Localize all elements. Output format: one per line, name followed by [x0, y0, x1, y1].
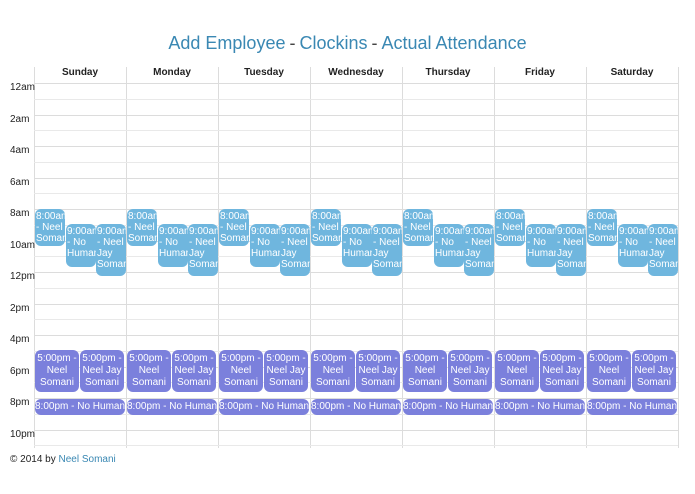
event-tuesday-evening-1[interactable]: 5:00pm - Neel Somani: [219, 350, 263, 392]
event-sunday-morning-3[interactable]: 9:00am - Neel Jay Somani: [96, 224, 126, 276]
footer-author-link[interactable]: Neel Somani: [58, 454, 116, 465]
day-header-wednesday: Wednesday: [328, 67, 384, 78]
event-saturday-evening-2[interactable]: 5:00pm - Neel Jay Somani: [632, 350, 676, 392]
footer-copyright: © 2014 by: [10, 454, 56, 465]
hour-line: [34, 146, 678, 147]
event-tuesday-night[interactable]: 8:00pm - No Human: [219, 399, 309, 415]
hour-line: [34, 272, 678, 273]
time-label: 6pm: [10, 365, 30, 377]
hour-line: [34, 351, 678, 352]
hour-line: [34, 398, 678, 399]
event-sunday-evening-2[interactable]: 5:00pm - Neel Jay Somani: [80, 350, 124, 392]
hour-line: [34, 115, 678, 116]
time-label: 12pm: [10, 271, 36, 282]
event-saturday-evening-1[interactable]: 5:00pm - Neel Somani: [587, 350, 631, 392]
column-divider: [678, 67, 679, 448]
event-friday-morning-2[interactable]: 9:00am - No Human: [526, 224, 556, 267]
event-wednesday-morning-2[interactable]: 9:00am - No Human: [342, 224, 372, 267]
event-saturday-morning-3[interactable]: 9:00am - Neel Jay Somani: [648, 224, 678, 276]
clockins-link[interactable]: Clockins: [299, 33, 368, 53]
time-label: 12am: [10, 82, 36, 93]
actual-attendance-link[interactable]: Actual Attendance: [381, 33, 527, 53]
event-sunday-morning-2[interactable]: 9:00am - No Human: [66, 224, 96, 267]
time-label: 6am: [10, 176, 30, 188]
add-employee-link[interactable]: Add Employee: [168, 33, 286, 53]
event-monday-morning-3[interactable]: 9:00am - Neel Jay Somani: [188, 224, 218, 276]
hour-line: [34, 162, 678, 163]
day-header-thursday: Thursday: [425, 67, 471, 78]
event-tuesday-morning-1[interactable]: 8:00am - Neel Somani: [219, 209, 249, 246]
hour-line: [34, 99, 678, 100]
event-wednesday-evening-2[interactable]: 5:00pm - Neel Jay Somani: [356, 350, 400, 392]
event-wednesday-morning-1[interactable]: 8:00am - Neel Somani: [311, 209, 341, 246]
event-sunday-night[interactable]: 8:00pm - No Human: [35, 399, 125, 415]
hour-line: [34, 178, 678, 179]
column-divider: [402, 67, 403, 448]
top-nav: Add Employee - Clockins - Actual Attendance: [0, 33, 695, 54]
hour-line: [34, 288, 678, 289]
event-thursday-evening-2[interactable]: 5:00pm - Neel Jay Somani: [448, 350, 492, 392]
event-monday-evening-1[interactable]: 5:00pm - Neel Somani: [127, 350, 171, 392]
column-divider: [310, 67, 311, 448]
event-monday-evening-2[interactable]: 5:00pm - Neel Jay Somani: [172, 350, 216, 392]
time-label: 8pm: [10, 397, 30, 408]
day-header-tuesday: Tuesday: [244, 67, 284, 78]
hour-line: [34, 83, 678, 84]
event-sunday-evening-1[interactable]: 5:00pm - Neel Somani: [35, 350, 79, 392]
column-divider: [586, 67, 587, 448]
day-header-monday: Monday: [153, 67, 191, 78]
event-thursday-morning-1[interactable]: 8:00am - Neel Somani: [403, 209, 433, 246]
event-saturday-morning-1[interactable]: 8:00am - Neel Somani: [587, 209, 617, 246]
hour-line: [34, 209, 678, 210]
event-thursday-evening-1[interactable]: 5:00pm - Neel Somani: [403, 350, 447, 392]
hour-line: [34, 193, 678, 194]
event-sunday-morning-1[interactable]: 8:00am - Neel Somani: [35, 209, 65, 246]
hour-line: [34, 319, 678, 320]
time-label: 2pm: [10, 302, 30, 314]
event-monday-night[interactable]: 8:00pm - No Human: [127, 399, 217, 415]
day-header-sunday: Sunday: [61, 67, 99, 78]
time-label: 2am: [10, 113, 30, 125]
event-friday-evening-1[interactable]: 5:00pm - Neel Somani: [495, 350, 539, 392]
event-wednesday-evening-1[interactable]: 5:00pm - Neel Somani: [311, 350, 355, 392]
event-friday-morning-3[interactable]: 9:00am - Neel Jay Somani: [556, 224, 586, 276]
hour-line: [34, 130, 678, 131]
time-label: 4pm: [10, 334, 30, 345]
hour-line: [34, 430, 678, 431]
time-label: 10am: [10, 239, 36, 251]
nav-separator: -: [289, 33, 296, 53]
event-thursday-night[interactable]: 8:00pm - No Human: [403, 399, 493, 415]
event-tuesday-morning-3[interactable]: 9:00am - Neel Jay Somani: [280, 224, 310, 276]
event-monday-morning-1[interactable]: 8:00am - Neel Somani: [127, 209, 157, 246]
event-tuesday-evening-2[interactable]: 5:00pm - Neel Jay Somani: [264, 350, 308, 392]
event-tuesday-morning-2[interactable]: 9:00am - No Human: [250, 224, 280, 267]
column-divider: [218, 67, 219, 448]
event-friday-evening-2[interactable]: 5:00pm - Neel Jay Somani: [540, 350, 584, 392]
event-thursday-morning-3[interactable]: 9:00am - Neel Jay Somani: [464, 224, 494, 276]
day-header-friday: Friday: [524, 67, 555, 78]
event-wednesday-night[interactable]: 8:00pm - No Human: [311, 399, 401, 415]
hour-line: [34, 304, 678, 305]
event-saturday-morning-2[interactable]: 9:00am - No Human: [618, 224, 648, 267]
time-label: 10pm: [10, 428, 36, 440]
event-friday-night[interactable]: 8:00pm - No Human: [495, 399, 585, 415]
event-thursday-morning-2[interactable]: 9:00am - No Human: [434, 224, 464, 267]
column-divider: [126, 67, 127, 448]
event-wednesday-morning-3[interactable]: 9:00am - Neel Jay Somani: [372, 224, 402, 276]
hour-line: [34, 335, 678, 336]
nav-separator: -: [371, 33, 378, 53]
event-friday-morning-1[interactable]: 8:00am - Neel Somani: [495, 209, 525, 246]
time-label: 8am: [10, 208, 30, 219]
event-saturday-night[interactable]: 8:00pm - No Human: [587, 399, 677, 415]
column-divider: [494, 67, 495, 448]
event-monday-morning-2[interactable]: 9:00am - No Human: [158, 224, 188, 267]
column-divider: [34, 67, 35, 448]
hour-line: [34, 445, 678, 446]
time-label: 4am: [10, 145, 30, 156]
day-header-saturday: Saturday: [610, 67, 654, 78]
footer: © 2014 by Neel Somani: [10, 454, 116, 465]
